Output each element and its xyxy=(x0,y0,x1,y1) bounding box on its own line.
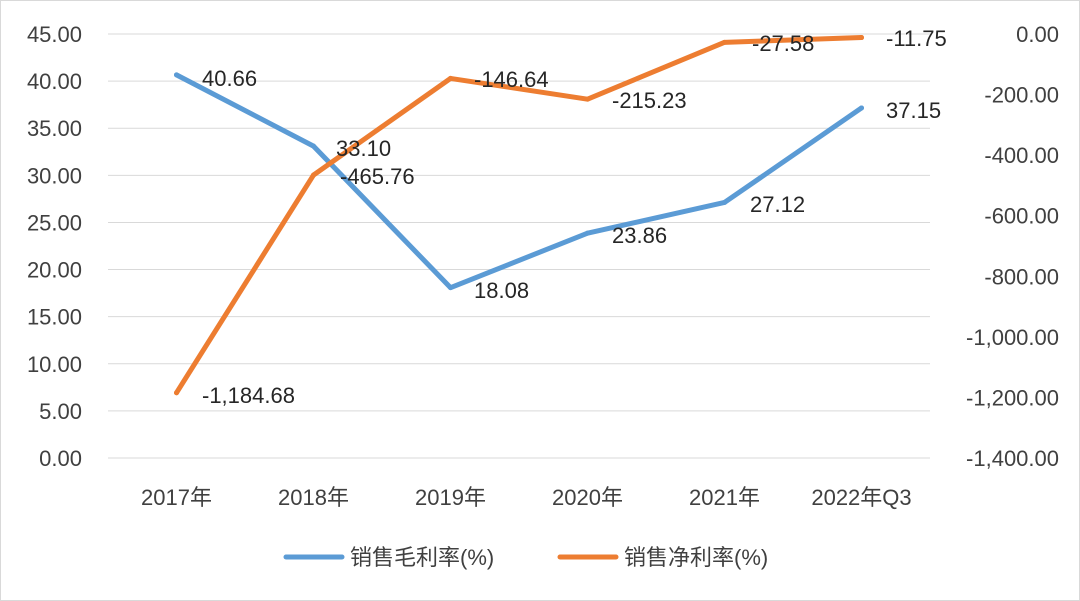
legend-label: 销售毛利率(%) xyxy=(350,545,494,570)
right-axis-tick-label: -1,400.00 xyxy=(966,446,1059,471)
x-axis-tick-label: 2021年 xyxy=(689,485,760,510)
left-axis-tick-label: 25.00 xyxy=(27,210,82,235)
data-point xyxy=(174,72,179,78)
left-axis-tick-label: 20.00 xyxy=(27,258,82,283)
left-axis-tick-label: 30.00 xyxy=(27,163,82,188)
data-point xyxy=(448,75,453,81)
right-axis-tick-label: -1,200.00 xyxy=(966,385,1059,410)
data-labels: 40.66 33.10 18.08 23.86 27.12 37.15 -1,184.68 -… xyxy=(202,26,947,408)
x-axis-ticks: 2017年 2018年 2019年 2020年 2021年 2022年Q3 xyxy=(141,485,912,510)
data-label: -465.76 xyxy=(340,164,415,189)
left-axis-tick-label: 0.00 xyxy=(39,446,82,471)
data-label: 27.12 xyxy=(750,192,805,217)
series-line xyxy=(174,72,864,291)
legend: 销售毛利率(%) 销售净利率(%) xyxy=(283,545,768,570)
left-axis-tick-label: 5.00 xyxy=(39,399,82,424)
data-point xyxy=(585,230,590,236)
data-point xyxy=(585,96,590,102)
data-label: -1,184.68 xyxy=(202,383,295,408)
left-axis-tick-label: 45.00 xyxy=(27,22,82,47)
right-axis-tick-label: -600.00 xyxy=(984,204,1059,229)
data-label: -146.64 xyxy=(474,67,549,92)
left-axis-tick-label: 15.00 xyxy=(27,305,82,330)
data-point xyxy=(311,143,316,149)
data-label: -215.23 xyxy=(612,88,687,113)
data-point xyxy=(448,285,453,291)
right-axis-tick-label: -400.00 xyxy=(984,143,1059,168)
right-axis-tick-label: -800.00 xyxy=(984,264,1059,289)
x-axis-tick-label: 2020年 xyxy=(552,485,623,510)
data-point xyxy=(859,105,864,111)
left-axis-tick-label: 10.00 xyxy=(27,352,82,377)
left-axis-tick-label: 40.00 xyxy=(27,69,82,94)
x-axis-tick-label: 2022年Q3 xyxy=(811,485,911,510)
series-line xyxy=(174,35,864,396)
data-point xyxy=(722,39,727,45)
data-label: 23.86 xyxy=(612,223,667,248)
x-axis-tick-label: 2019年 xyxy=(415,485,486,510)
data-label: 40.66 xyxy=(202,66,257,91)
right-axis-tick-label: 0.00 xyxy=(1016,22,1059,47)
legend-label: 销售净利率(%) xyxy=(624,545,768,570)
data-label: -27.58 xyxy=(752,31,814,56)
data-point xyxy=(174,390,179,396)
x-axis-tick-label: 2018年 xyxy=(278,485,349,510)
data-point xyxy=(311,172,316,178)
data-label: -11.75 xyxy=(886,26,947,51)
data-label: 18.08 xyxy=(474,278,529,303)
left-axis-tick-label: 35.00 xyxy=(27,116,82,141)
right-axis-tick-label: -1,000.00 xyxy=(966,325,1059,350)
right-axis-tick-label: -200.00 xyxy=(984,83,1059,108)
data-label: 37.15 xyxy=(886,98,941,123)
gridlines xyxy=(108,33,930,459)
left-axis-ticks: 0.00 5.00 10.00 15.00 20.00 25.00 30.00 35.00 40… xyxy=(27,22,82,471)
series-lines xyxy=(174,35,864,396)
x-axis-tick-label: 2017年 xyxy=(141,485,212,510)
data-point xyxy=(859,35,864,41)
data-point xyxy=(722,199,727,205)
data-label: 33.10 xyxy=(336,136,391,161)
right-axis-ticks: -1,400.00 -1,200.00 -1,000.00 -800.00 -600.0… xyxy=(966,22,1059,471)
